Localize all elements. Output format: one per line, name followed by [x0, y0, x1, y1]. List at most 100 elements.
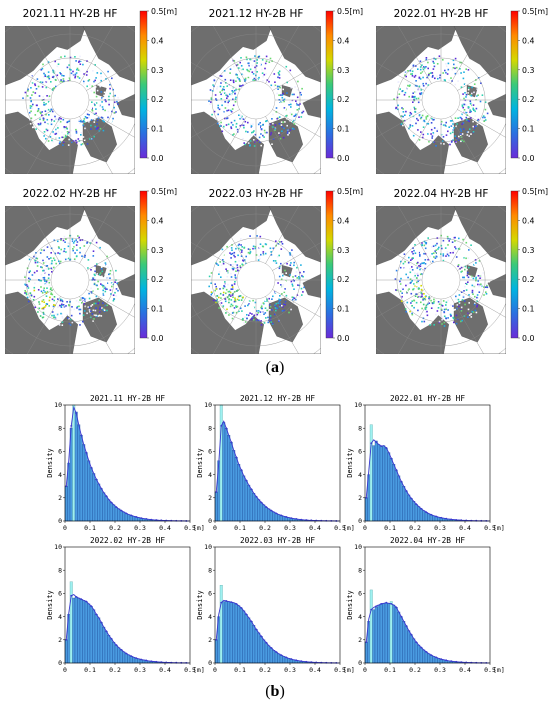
histogram-bar: [264, 642, 268, 664]
density-curve-point: [150, 660, 153, 663]
plot-frame: [64, 404, 191, 522]
histogram-panel: 2022.01 HY-2B HF0 0.1 0.2 0.3 0.4 0.5[m]02468…: [346, 394, 505, 532]
density-curve-point: [290, 517, 293, 519]
histogram-bar: [432, 656, 436, 664]
histogram-bar: [99, 488, 103, 522]
colorbar-tick-label: 0.1: [522, 125, 534, 134]
density-curve-point: [260, 635, 263, 638]
density-curve-point: [440, 516, 443, 519]
x-axis-ticks: 0 0.1 0.2 0.3 0.4 0.5: [213, 663, 346, 674]
histogram-bar: [249, 488, 253, 522]
sea-ice-map-panel: 2021.12 HY-2B HF 0.5[m] 0.4 0.3 0.2 0.1 0.0: [191, 7, 363, 174]
histogram-bar: [267, 508, 271, 522]
histogram-bar: [89, 467, 93, 522]
colorbar: 0.5[m] 0.4 0.3 0.2 0.1 0.0: [510, 7, 548, 163]
y-axis-label: Density: [46, 448, 54, 478]
density-curve-point: [240, 607, 243, 609]
histogram-bar: [397, 475, 401, 522]
graticule: [5, 206, 135, 354]
y-tick-label: 4: [208, 613, 212, 621]
colorbar: 0.5[m] 0.4 0.3 0.2 0.1 0.0: [139, 7, 177, 163]
map-title: 2021.11 HY-2B HF: [23, 8, 118, 20]
histogram-bar: [262, 639, 266, 664]
histogram-panel: 2021.12 HY-2B HF0 0.1 0.2 0.3 0.4 0.5[m]02468…: [196, 394, 355, 532]
colorbar-tick-label: 0.2: [522, 95, 534, 104]
x-tick-label: 0.2: [409, 666, 421, 674]
histogram-panel: 2022.02 HY-2B HF 0 0.1 0.2 0.3 0.4 0.5[m] 0 2 4 6 8…: [46, 536, 205, 674]
density-curve-point: [120, 648, 123, 651]
graticule: [191, 26, 321, 174]
histogram-bar: [379, 446, 383, 522]
density-curve-point: [230, 441, 233, 444]
y-tick-label: 8: [58, 566, 62, 574]
density-curve-point: [70, 424, 73, 427]
density-curve-point: [70, 594, 73, 597]
land-mass: [268, 26, 321, 83]
colorbar-tick-label: 0.1: [337, 305, 349, 314]
y-tick-label: 0: [58, 659, 62, 667]
graticule: [5, 26, 135, 174]
histogram-bar: [399, 481, 403, 522]
density-curve-point: [115, 644, 118, 646]
colorbar-tick-label: 0.0: [151, 154, 163, 163]
histogram-bar: [237, 605, 241, 664]
density-curve-point: [150, 518, 153, 521]
y-axis-label: Density: [46, 590, 54, 620]
colorbar-tick-label: 0.0: [522, 334, 534, 343]
y-tick-label: 8: [58, 424, 62, 432]
x-tick-label: 0.3: [284, 666, 296, 674]
histogram-bar: [84, 452, 88, 522]
x-axis-ticks: 0 0.1 0.2 0.3 0.4 0.5: [63, 663, 196, 674]
density-curve-point: [75, 595, 78, 598]
density-curve-point: [135, 516, 138, 518]
x-tick-label: 0.4: [459, 666, 471, 674]
histogram-bar: [279, 654, 283, 664]
histogram-bar: [72, 404, 76, 522]
colorbar-gradient: [139, 190, 148, 339]
sea-ice-map-panel: 2022.02 HY-2B HF 0.5[m] 0.4 0.3 0.2 0.1 0.0: [5, 187, 177, 354]
x-axis-unit: [m]: [343, 524, 355, 532]
land-mass: [5, 206, 86, 266]
histogram-bar: [404, 625, 408, 664]
density-curve-point: [460, 661, 463, 664]
y-tick-label: 2: [58, 636, 62, 644]
density-curve-point: [255, 495, 258, 498]
density-curve-point: [260, 501, 263, 504]
histogram-bar: [97, 483, 101, 522]
density-curve-point: [265, 641, 268, 644]
x-tick-label: 0.3: [284, 524, 296, 532]
histogram-bar: [412, 638, 416, 664]
x-tick-label: 0.3: [434, 666, 446, 674]
y-tick-label: 10: [354, 401, 362, 409]
histogram-bar: [119, 649, 123, 664]
histogram-bar: [127, 654, 131, 664]
histogram-panel: 2022.04 HY-2B HF0 0.1 0.2 0.3 0.4 0.5[m]02468…: [346, 536, 505, 674]
density-curve-points: [215, 424, 338, 522]
colorbar-tick-label: 0.2: [337, 275, 349, 284]
histogram-bar: [124, 653, 128, 664]
colorbar: 0.5[m] 0.4 0.3 0.2 0.1 0.0: [510, 187, 548, 343]
histogram-bar: [369, 589, 373, 664]
x-tick-label: 0.5: [484, 666, 496, 674]
panel-b-histograms: 2021.11 HY-2B HF0 0.1 0.2 0.3 0.4 0.5[m]02468…: [46, 394, 505, 674]
colorbar: 0.5[m] 0.4 0.3 0.2 0.1 0.0: [139, 187, 177, 343]
histogram-bar: [374, 440, 378, 522]
density-curve: [65, 405, 189, 522]
colorbar-tick-label: 0.4: [151, 216, 163, 225]
x-tick-label: 0.5: [184, 666, 196, 674]
histogram-bar: [74, 411, 78, 522]
histogram-bar: [419, 508, 423, 522]
histogram-bar: [242, 475, 246, 522]
density-curve-point: [300, 660, 303, 663]
density-curve-point: [220, 601, 223, 604]
y-tick-label: 6: [358, 448, 362, 456]
histogram-bar: [364, 497, 368, 522]
map-title: 2022.03 HY-2B HF: [209, 188, 304, 200]
ice-thickness-field: [393, 55, 489, 147]
histogram-bar: [82, 444, 86, 522]
histogram-bar: [427, 513, 431, 522]
histogram-bar: [402, 486, 406, 522]
ice-thickness-field: [208, 235, 305, 326]
histogram-bar: [74, 596, 78, 664]
histogram-bar: [224, 428, 228, 522]
